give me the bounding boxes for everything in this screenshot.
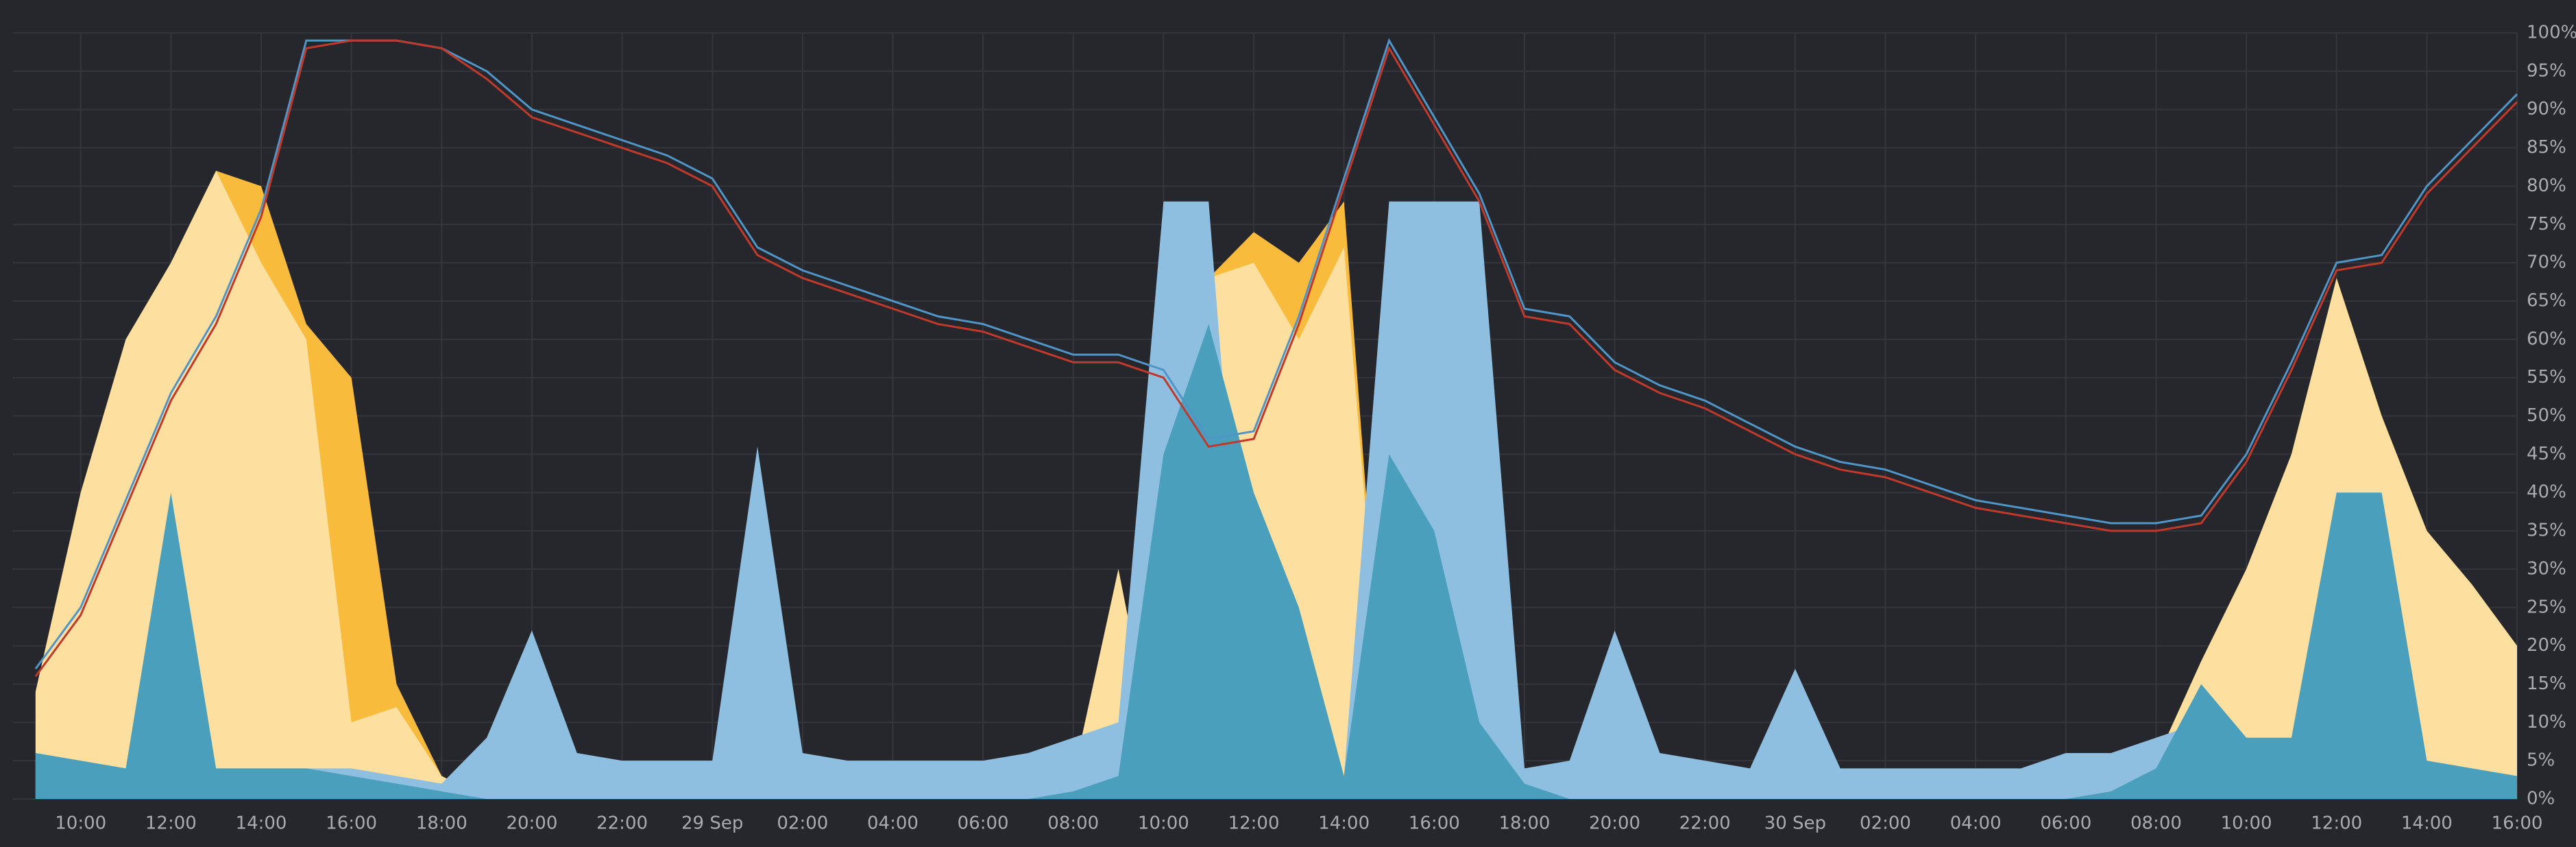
x-tick-label: 06:00 [2040,813,2091,834]
x-tick-label: 14:00 [1318,813,1370,834]
x-tick-label: 02:00 [1860,813,1911,834]
x-tick-label: 16:00 [2492,813,2543,834]
y2-tick-label: 25% [2527,597,2566,617]
x-tick-label: 04:00 [867,813,919,834]
line [34,39,2518,678]
y2-tick-label: 30% [2527,558,2566,579]
x-tick-label: 08:00 [1047,813,1099,834]
x-tick-label: 18:00 [1498,813,1550,834]
y2-tick-label: 10% [2527,712,2566,732]
y2-tick-label: 40% [2527,482,2566,503]
area [35,324,2517,800]
x-tick-label: 10:00 [1138,813,1189,834]
y2-tick-label: 15% [2527,673,2566,694]
y2-tick-label: 35% [2527,521,2566,541]
y2-tick-label: 85% [2527,137,2566,158]
x-tick-label: 29 Sep [681,813,743,834]
x-tick-label: 14:00 [2401,813,2453,834]
x-tick-label: 16:00 [326,813,377,834]
y2-tick-label: 45% [2527,444,2566,464]
x-tick-label: 22:00 [596,813,648,834]
line [34,38,2518,669]
y2-tick-label: 95% [2527,60,2566,81]
x-tick-label: 12:00 [2311,813,2362,834]
y2-tick-label: 5% [2527,750,2555,771]
y2-tick-label: 65% [2527,290,2566,311]
x-tick-label: 02:00 [777,813,828,834]
x-tick-label: 12:00 [1228,813,1280,834]
y2-tick-label: 100% [2527,23,2576,43]
x-tick-label: 12:00 [145,813,197,834]
x-tick-label: 06:00 [958,813,1009,834]
x-tick-label: 18:00 [416,813,467,834]
y2-tick-label: 70% [2527,252,2566,273]
x-tick-label: 08:00 [2130,813,2182,834]
x-tick-label: 20:00 [1589,813,1640,834]
x-tick-label: 10:00 [55,813,106,834]
x-tick-label: 22:00 [1679,813,1731,834]
x-tick-label: 30 Sep [1764,813,1826,834]
y2-tick-label: 55% [2527,367,2566,387]
y2-tick-label: 60% [2527,329,2566,349]
y2-tick-label: 0% [2527,789,2555,809]
y2-tick-label: 50% [2527,405,2566,426]
x-tick-label: 16:00 [1409,813,1460,834]
x-tick-label: 20:00 [506,813,557,834]
y2-tick-label: 90% [2527,99,2566,119]
y2-tick-label: 80% [2527,176,2566,196]
y2-tick-label: 20% [2527,635,2566,656]
x-tick-label: 04:00 [1950,813,2002,834]
x-tick-label: 10:00 [2221,813,2272,834]
x-tick-label: 14:00 [236,813,287,834]
y2-tick-label: 75% [2527,214,2566,235]
area [35,171,2517,799]
